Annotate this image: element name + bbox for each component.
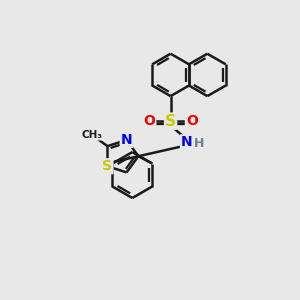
Text: CH₃: CH₃ <box>82 130 103 140</box>
Text: H: H <box>194 137 204 150</box>
Text: S: S <box>165 114 176 129</box>
Text: N: N <box>181 135 193 149</box>
Text: O: O <box>143 114 155 128</box>
Text: N: N <box>121 133 132 147</box>
Text: S: S <box>103 159 112 173</box>
Text: O: O <box>186 114 198 128</box>
